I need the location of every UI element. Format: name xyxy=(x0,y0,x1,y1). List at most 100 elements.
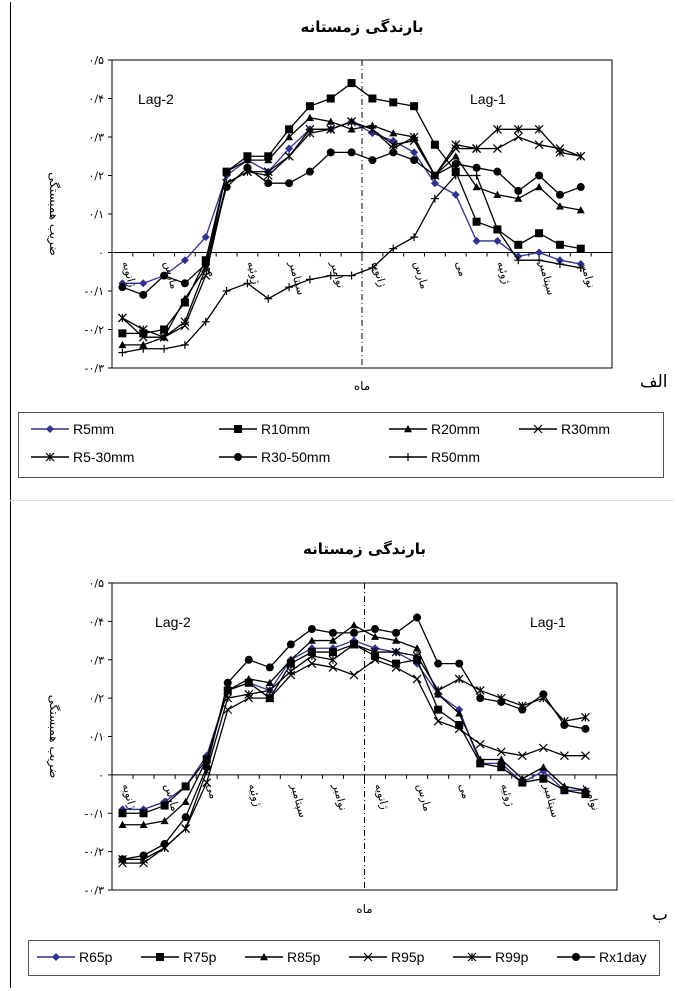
data-point-r99p xyxy=(181,824,191,834)
chart-panel-a: بارندگی زمستانه -۰/۳ -۰/۲ -۰/۱ ۰ ۰/۱ ۰/۲ ۰/۳ ۰/۴… xyxy=(46,18,613,393)
data-point-r75p xyxy=(244,678,253,687)
data-point-rx1day xyxy=(455,659,464,668)
data-point-rx1day xyxy=(118,855,127,864)
data-point-r99p xyxy=(391,647,401,657)
legend-item: R10mm xyxy=(219,421,310,437)
data-point-r75p xyxy=(581,790,590,799)
data-point-r10mm xyxy=(180,298,189,307)
panel-letter-b: ب xyxy=(652,905,669,925)
series-line-r65p xyxy=(122,639,586,811)
data-point-r5mm xyxy=(410,148,419,157)
data-point-r75p xyxy=(181,782,190,791)
legend-swatch-marker xyxy=(572,953,580,961)
y-tick-label: -۰/۳ xyxy=(85,362,105,375)
x-tick-label: مارس xyxy=(411,260,431,290)
data-point-r99p xyxy=(349,639,359,649)
data-point-r30-50mm xyxy=(160,271,169,280)
legend-item: R30mm xyxy=(519,421,610,437)
data-point-r75p xyxy=(160,801,169,810)
data-point-rx1day xyxy=(518,705,527,714)
data-point-rx1day xyxy=(539,690,548,699)
data-point-r30mm xyxy=(138,332,148,342)
legend-swatch xyxy=(31,425,69,433)
data-point-r30-50mm xyxy=(139,290,148,299)
legend-item: R20mm xyxy=(389,421,480,437)
data-point-r75p xyxy=(139,809,148,818)
data-point-rx1day xyxy=(560,720,569,729)
data-point-rx1day xyxy=(476,694,485,703)
legend-label: Rx1day xyxy=(599,949,647,965)
legend-label: R30-50mm xyxy=(261,449,331,465)
data-point-r20mm xyxy=(389,129,398,137)
data-point-r50mm xyxy=(305,275,314,284)
data-point-r95p xyxy=(581,751,590,761)
legend-swatch xyxy=(37,953,75,961)
chart-title: بارندگی زمستانه xyxy=(301,18,424,36)
data-point-r99p xyxy=(244,689,254,699)
data-point-r10mm xyxy=(368,94,377,103)
data-point-r95p xyxy=(475,739,485,749)
data-point-r99p xyxy=(370,647,380,657)
x-tick-label: نوامبر xyxy=(330,781,350,812)
data-point-r50mm xyxy=(118,348,127,357)
y-axis-label: ضریب همبستگی xyxy=(46,695,61,779)
data-point-r5-30mm xyxy=(409,132,419,142)
data-point-r5-30mm xyxy=(472,144,482,153)
data-point-r20mm xyxy=(264,156,273,164)
data-point-r50mm xyxy=(472,171,481,180)
legend-swatch-marker xyxy=(156,953,164,961)
data-point-r10mm xyxy=(347,79,356,88)
data-point-r10mm xyxy=(285,125,294,134)
data-point-r30-50mm xyxy=(430,171,439,180)
data-point-rx1day xyxy=(286,640,295,649)
panel-separator xyxy=(10,500,674,501)
series-line-r50mm xyxy=(122,174,581,354)
legend-swatch xyxy=(389,425,427,433)
data-point-r5-30mm xyxy=(159,332,169,342)
legend-panel-a: R5mm R10mm R20mm R30mm R5-30mm R30-50mm R50mm xyxy=(18,412,664,478)
data-point-r50mm xyxy=(514,256,523,265)
y-tick-label: -۰/۲ xyxy=(85,324,105,337)
data-point-r75p xyxy=(434,705,443,714)
data-point-r50mm xyxy=(285,283,294,292)
data-point-r99p xyxy=(265,686,275,695)
data-point-r95p xyxy=(496,747,506,757)
lag-1-label: Lag-1 xyxy=(470,91,506,107)
legend-label: R30mm xyxy=(561,421,611,437)
data-point-r10mm xyxy=(326,94,335,103)
data-point-r85p xyxy=(392,636,401,644)
data-point-r50mm xyxy=(493,225,502,234)
data-point-r20mm xyxy=(326,117,335,125)
series-line-r95p xyxy=(122,659,586,864)
data-point-r99p xyxy=(454,674,464,684)
x-axis-label: ماه xyxy=(356,902,372,916)
data-point-r30-50mm xyxy=(493,167,502,176)
data-point-r85p xyxy=(539,763,548,771)
y-tick-label: ۰ xyxy=(98,769,104,782)
data-point-r50mm xyxy=(555,260,564,269)
data-point-r20mm xyxy=(305,113,314,121)
data-point-r85p xyxy=(265,678,274,686)
data-point-r95p xyxy=(433,716,443,726)
data-point-r50mm xyxy=(243,279,252,288)
data-point-rx1day xyxy=(244,655,253,664)
lag-1-label: Lag-1 xyxy=(530,614,566,630)
y-tick-label: ۰/۴ xyxy=(88,615,104,628)
legend-label: R85p xyxy=(287,949,321,965)
data-point-r50mm xyxy=(139,344,148,353)
legend-swatch-marker xyxy=(404,425,412,433)
data-point-r85p xyxy=(160,816,169,825)
data-point-r5mm xyxy=(139,279,148,288)
data-point-r10mm xyxy=(118,329,127,338)
data-point-r85p xyxy=(118,820,127,828)
data-point-r30-50mm xyxy=(514,186,523,195)
data-point-r50mm xyxy=(180,340,189,349)
legend-label: R99p xyxy=(495,949,529,965)
legend-label: R50mm xyxy=(431,449,481,465)
data-point-rx1day xyxy=(434,659,443,668)
data-point-r75p xyxy=(497,763,506,772)
data-point-r20mm xyxy=(222,167,231,175)
legend-swatch-marker xyxy=(45,452,55,462)
chart-title: بارندگی زمستانه xyxy=(303,540,426,558)
data-point-r30-50mm xyxy=(451,159,460,168)
